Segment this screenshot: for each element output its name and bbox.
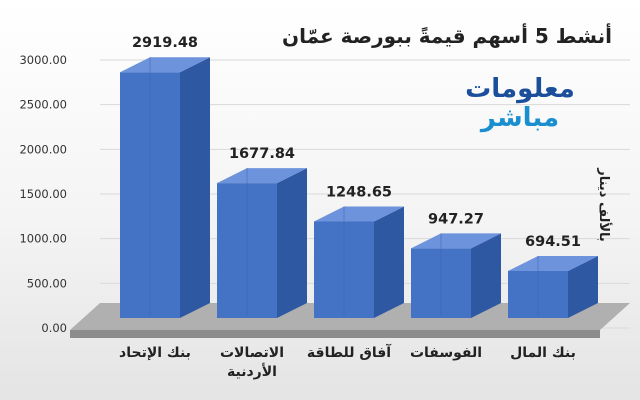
y-axis-label: بالألف دينار (596, 167, 613, 242)
y-tick-label: 1500.00 (19, 187, 67, 201)
data-label: 947.27 (428, 211, 484, 227)
category-label: الأردنية (227, 363, 277, 380)
bar (217, 168, 307, 318)
bar (120, 57, 210, 319)
data-label: 1248.65 (326, 184, 392, 200)
bar-top (314, 206, 404, 222)
bar-side (374, 206, 404, 318)
bar-side (471, 233, 501, 318)
data-label: 694.51 (525, 234, 581, 250)
category-label: بنك المال (510, 345, 576, 361)
bar (411, 233, 501, 318)
bar-top (411, 233, 501, 249)
category-label: الفوسفات (410, 345, 482, 361)
category-label: بنك الإتحاد (119, 345, 191, 361)
category-label: آفاق للطاقة (307, 343, 392, 361)
y-tick-label: 1000.00 (19, 232, 67, 246)
bar-top (217, 168, 307, 184)
media-logo: معلومات مباشر (465, 74, 575, 133)
bar-side (180, 57, 210, 319)
y-tick-label: 500.00 (27, 276, 67, 290)
bars-layer (120, 57, 598, 319)
chart-title: أنشط 5 أسهم قيمةً ببورصة عمّان (282, 22, 612, 48)
logo-line-1: معلومات (465, 74, 575, 104)
data-label: 2919.48 (132, 35, 198, 51)
floor-front (70, 330, 600, 338)
bar-top (120, 57, 210, 73)
y-tick-label: 0.00 (41, 321, 67, 335)
category-label: الاتصالات (220, 345, 284, 361)
y-tick-label: 2500.00 (19, 98, 67, 112)
labels-layer: 0.00 500.00 1000.00 1500.00 2000.00 2500.00 30… (19, 35, 581, 380)
logo-line-2: مباشر (479, 103, 559, 133)
bar-side (277, 168, 307, 318)
y-tick-label: 3000.00 (19, 53, 67, 67)
bar (314, 206, 404, 318)
bar (508, 255, 598, 318)
bar-side (568, 255, 598, 318)
y-tick-label: 2000.00 (19, 142, 67, 156)
bar-top (508, 255, 598, 271)
data-label: 1677.84 (229, 146, 295, 162)
